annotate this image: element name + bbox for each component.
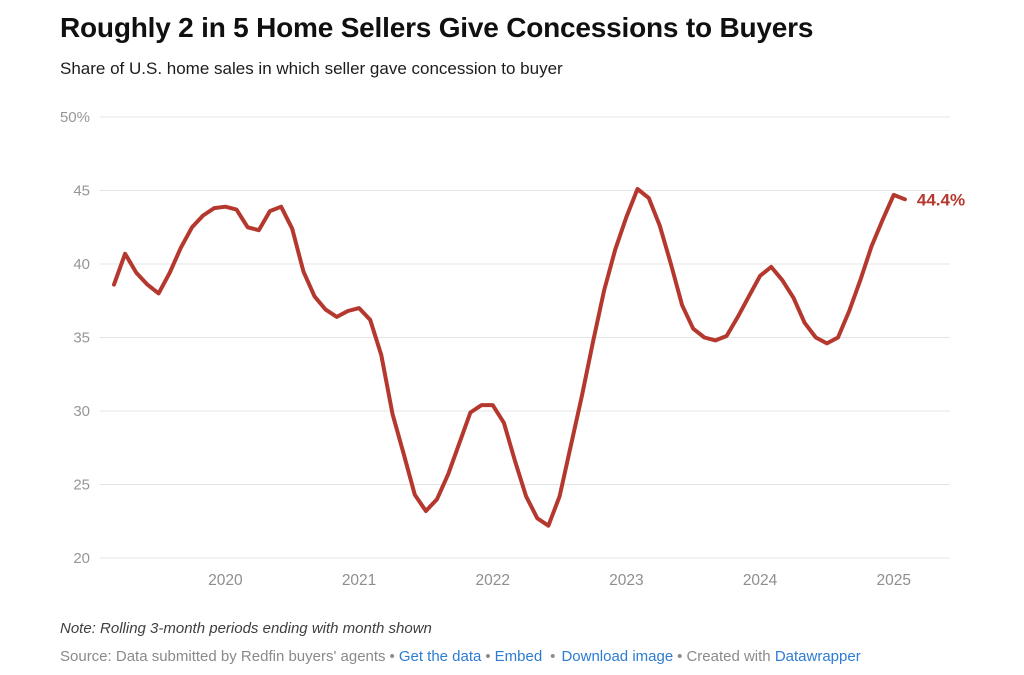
created-with-text: Created with (686, 648, 775, 665)
chart-note: Note: Rolling 3-month periods ending wit… (60, 620, 432, 637)
download-image-link[interactable]: Download image (561, 648, 674, 665)
separator: • (485, 648, 491, 665)
x-tick-label: 2020 (208, 572, 243, 589)
x-axis-labels: 2020 2021 2022 2023 2024 2025 (208, 572, 911, 589)
separator: • (677, 648, 683, 665)
chart-title: Roughly 2 in 5 Home Sellers Give Concess… (60, 12, 814, 43)
separator: • (550, 648, 556, 665)
get-the-data-link[interactable]: Get the data (398, 648, 482, 665)
separator: • (389, 648, 395, 665)
x-tick-label: 2021 (342, 572, 376, 589)
chart-subtitle: Share of U.S. home sales in which seller… (60, 59, 563, 78)
y-tick-label: 30 (73, 403, 90, 420)
x-tick-label: 2025 (876, 572, 910, 589)
y-tick-label: 20 (73, 550, 90, 567)
x-tick-label: 2022 (475, 572, 509, 589)
end-value-label: 44.4% (917, 190, 965, 209)
gridlines (100, 116, 950, 559)
y-tick-label: 45 (73, 183, 90, 200)
y-tick-label: 25 (73, 477, 90, 494)
concessions-line[interactable] (112, 187, 907, 528)
source-text: Source: Data submitted by Redfin buyers'… (60, 648, 386, 665)
source-line: Source: Data submitted by Redfin buyers'… (60, 648, 861, 665)
chart-canvas: 50% 45 40 35 30 25 20 2020 2021 2022 2023 2024 2025… (60, 109, 965, 589)
y-axis-labels: 50% 45 40 35 30 25 20 (60, 109, 90, 567)
embed-link[interactable]: Embed (494, 648, 543, 665)
x-tick-label: 2024 (743, 572, 778, 589)
x-tick-label: 2023 (609, 572, 643, 589)
datawrapper-link[interactable]: Datawrapper (774, 648, 861, 665)
line-chart: 50% 45 40 35 30 25 20 2020 2021 2022 2023 2024 2025… (55, 105, 965, 605)
y-tick-label: 35 (73, 330, 90, 347)
y-tick-label: 40 (73, 256, 90, 273)
y-tick-label: 50% (60, 109, 90, 126)
